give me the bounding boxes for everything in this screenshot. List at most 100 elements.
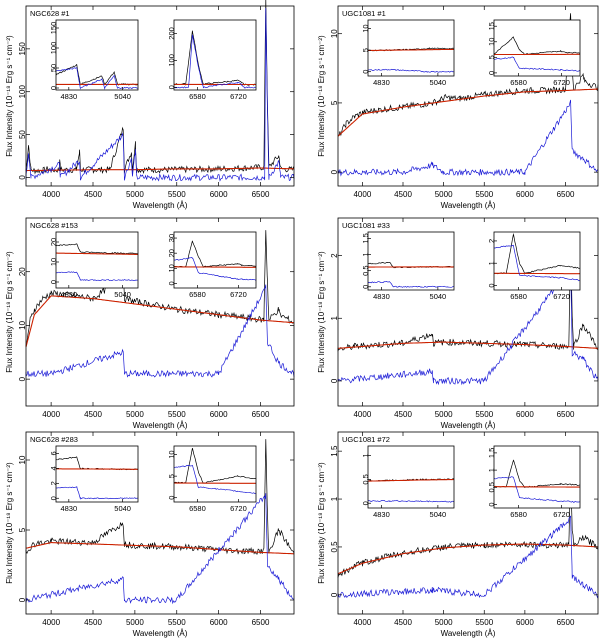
inset-y-tick-label: 1: [487, 261, 496, 265]
inset-model-line: [368, 48, 454, 52]
inset-2: 6580 6720 0 5 10 15: [487, 19, 581, 87]
inset-2: 6580 6720 0 10 20 30: [167, 231, 257, 299]
inset-background: [174, 20, 256, 90]
y-tick-label: 20: [18, 267, 27, 276]
x-tick-label: 6500: [252, 190, 270, 199]
inset-frame: [493, 19, 581, 77]
plot-frame: [337, 217, 599, 407]
panel-1: 4000 4500 5000 5500 6000 6500050100150Wavelen…: [5, 0, 295, 210]
inset-x-tick-label: 5040: [430, 292, 447, 301]
inset-x-tick-label: 6720: [230, 504, 247, 513]
inset-background: [368, 446, 454, 508]
inset-y-tick-label: 10: [361, 24, 370, 32]
inset-residual-line: [368, 281, 454, 288]
inset-y-tick-label: 1: [361, 453, 370, 457]
x-tick-label: 5500: [168, 190, 186, 199]
inset-observed-line: [174, 240, 256, 269]
inset-1: 4830 5040 0 2 4 6: [49, 445, 139, 513]
x-tick-label: 6000: [210, 190, 228, 199]
x-tick-label: 4500: [394, 618, 412, 627]
spectrum-observed-line: [337, 236, 599, 352]
x-axis-label: Wavelength (Å): [133, 629, 188, 638]
spectrum-residual-line: [337, 515, 599, 599]
y-tick-label: 5: [18, 527, 27, 532]
inset-y-tick-label: 0: [49, 86, 58, 90]
inset-y-tick-label: 100: [49, 42, 58, 55]
x-tick-label: 6000: [516, 410, 534, 419]
inset-y-tick-label: 150: [49, 22, 58, 35]
inset-background: [56, 232, 138, 288]
inset-y-tick-label: 0: [167, 281, 176, 285]
inset-residual-line: [56, 67, 138, 90]
inset-x-tick-label: 4830: [60, 504, 77, 513]
plot-frame: [25, 5, 295, 187]
x-tick-label: 6500: [557, 410, 575, 419]
inset-2: 6580 6720 0 1 2: [487, 231, 581, 301]
x-tick-label: 4000: [42, 190, 60, 199]
spectrum-model-line: [25, 542, 294, 555]
inset-y-tick-label: 0: [167, 85, 176, 89]
x-tick-label: 5500: [475, 410, 493, 419]
inset-y-tick-label: 5: [167, 474, 176, 478]
inset-y-tick-label: 0.5: [361, 265, 370, 275]
inset-y-tick-label: 30: [167, 234, 176, 242]
inset-x-tick-label: 4830: [60, 290, 77, 299]
inset-model-line: [494, 486, 580, 488]
plot-frame: [337, 5, 599, 187]
inset-y-tick-label: 100: [167, 54, 176, 67]
inset-observed-line: [174, 30, 256, 86]
inset-frame: [55, 19, 139, 91]
y-tick-label: 0: [330, 169, 339, 174]
spectrum-observed-line: [337, 469, 599, 578]
inset-residual-line: [494, 56, 580, 72]
inset-y-tick-label: 0: [361, 285, 370, 289]
inset-background: [174, 446, 256, 502]
inset-frame: [367, 445, 455, 509]
y-tick-label: 1: [330, 496, 339, 501]
spectrum-observed-line: [25, 0, 295, 175]
spectrum-model-line: [338, 341, 598, 349]
inset-2: 6580 6720 0 0.5 1 1.5: [487, 445, 581, 519]
y-tick-label: 0: [18, 175, 27, 180]
spectrum-residual-line: [337, 99, 599, 177]
inset-y-tick-label: 1: [361, 252, 370, 256]
inset-2: 6580 6720 0 5 10: [167, 445, 257, 513]
panel-title: NGC628 #283: [30, 435, 78, 444]
inset-series: [494, 36, 580, 72]
inset-y-tick-label: 10: [167, 450, 176, 458]
panel-3: 4000 4500 5000 5500 6000 6500 0 10 20 Wavelength …: [5, 217, 295, 430]
inset-residual-line: [174, 256, 256, 281]
inset-x-tick-label: 6720: [553, 78, 570, 87]
inset-x-tick-label: 5040: [430, 78, 447, 87]
y-axis-label: Flux Intensity (10⁻¹⁸ Erg s⁻¹ cm⁻²): [317, 251, 326, 373]
inset-residual-line: [174, 34, 256, 89]
x-tick-label: 6000: [210, 410, 228, 419]
inset-x-tick-label: 4830: [373, 78, 390, 87]
inset-residual-line: [174, 464, 256, 495]
inset-frame: [367, 231, 455, 291]
inset-series: [368, 261, 454, 288]
inset-y-tick-label: 0: [487, 502, 496, 506]
y-axis-label: Flux Intensity (10⁻¹⁸ Erg s⁻¹ cm⁻²): [317, 35, 326, 157]
inset-series: [368, 47, 454, 73]
x-tick-label: 5500: [475, 190, 493, 199]
inset-x-tick-label: 6580: [189, 290, 206, 299]
spectrum-model-line: [25, 295, 294, 348]
plot-frame: [337, 431, 599, 615]
inset-x-tick-label: 5040: [114, 92, 131, 101]
inset-x-tick-label: 6720: [230, 290, 247, 299]
y-tick-label: 0: [330, 592, 339, 597]
x-tick-label: 5500: [168, 618, 186, 627]
inset-y-tick-label: 0.5: [487, 482, 496, 492]
inset-series: [56, 456, 138, 500]
inset-y-tick-label: 2: [49, 481, 58, 485]
inset-model-line: [174, 266, 256, 268]
inset-residual-line: [56, 271, 138, 281]
x-tick-label: 5000: [435, 410, 453, 419]
panel-title: UGC1081 #33: [342, 221, 390, 230]
inset-y-tick-label: 10: [49, 258, 58, 266]
y-tick-label: 0.5: [330, 541, 339, 553]
y-axis-label: Flux Intensity (10⁻¹⁸ Erg s⁻¹ cm⁻²): [5, 462, 14, 584]
